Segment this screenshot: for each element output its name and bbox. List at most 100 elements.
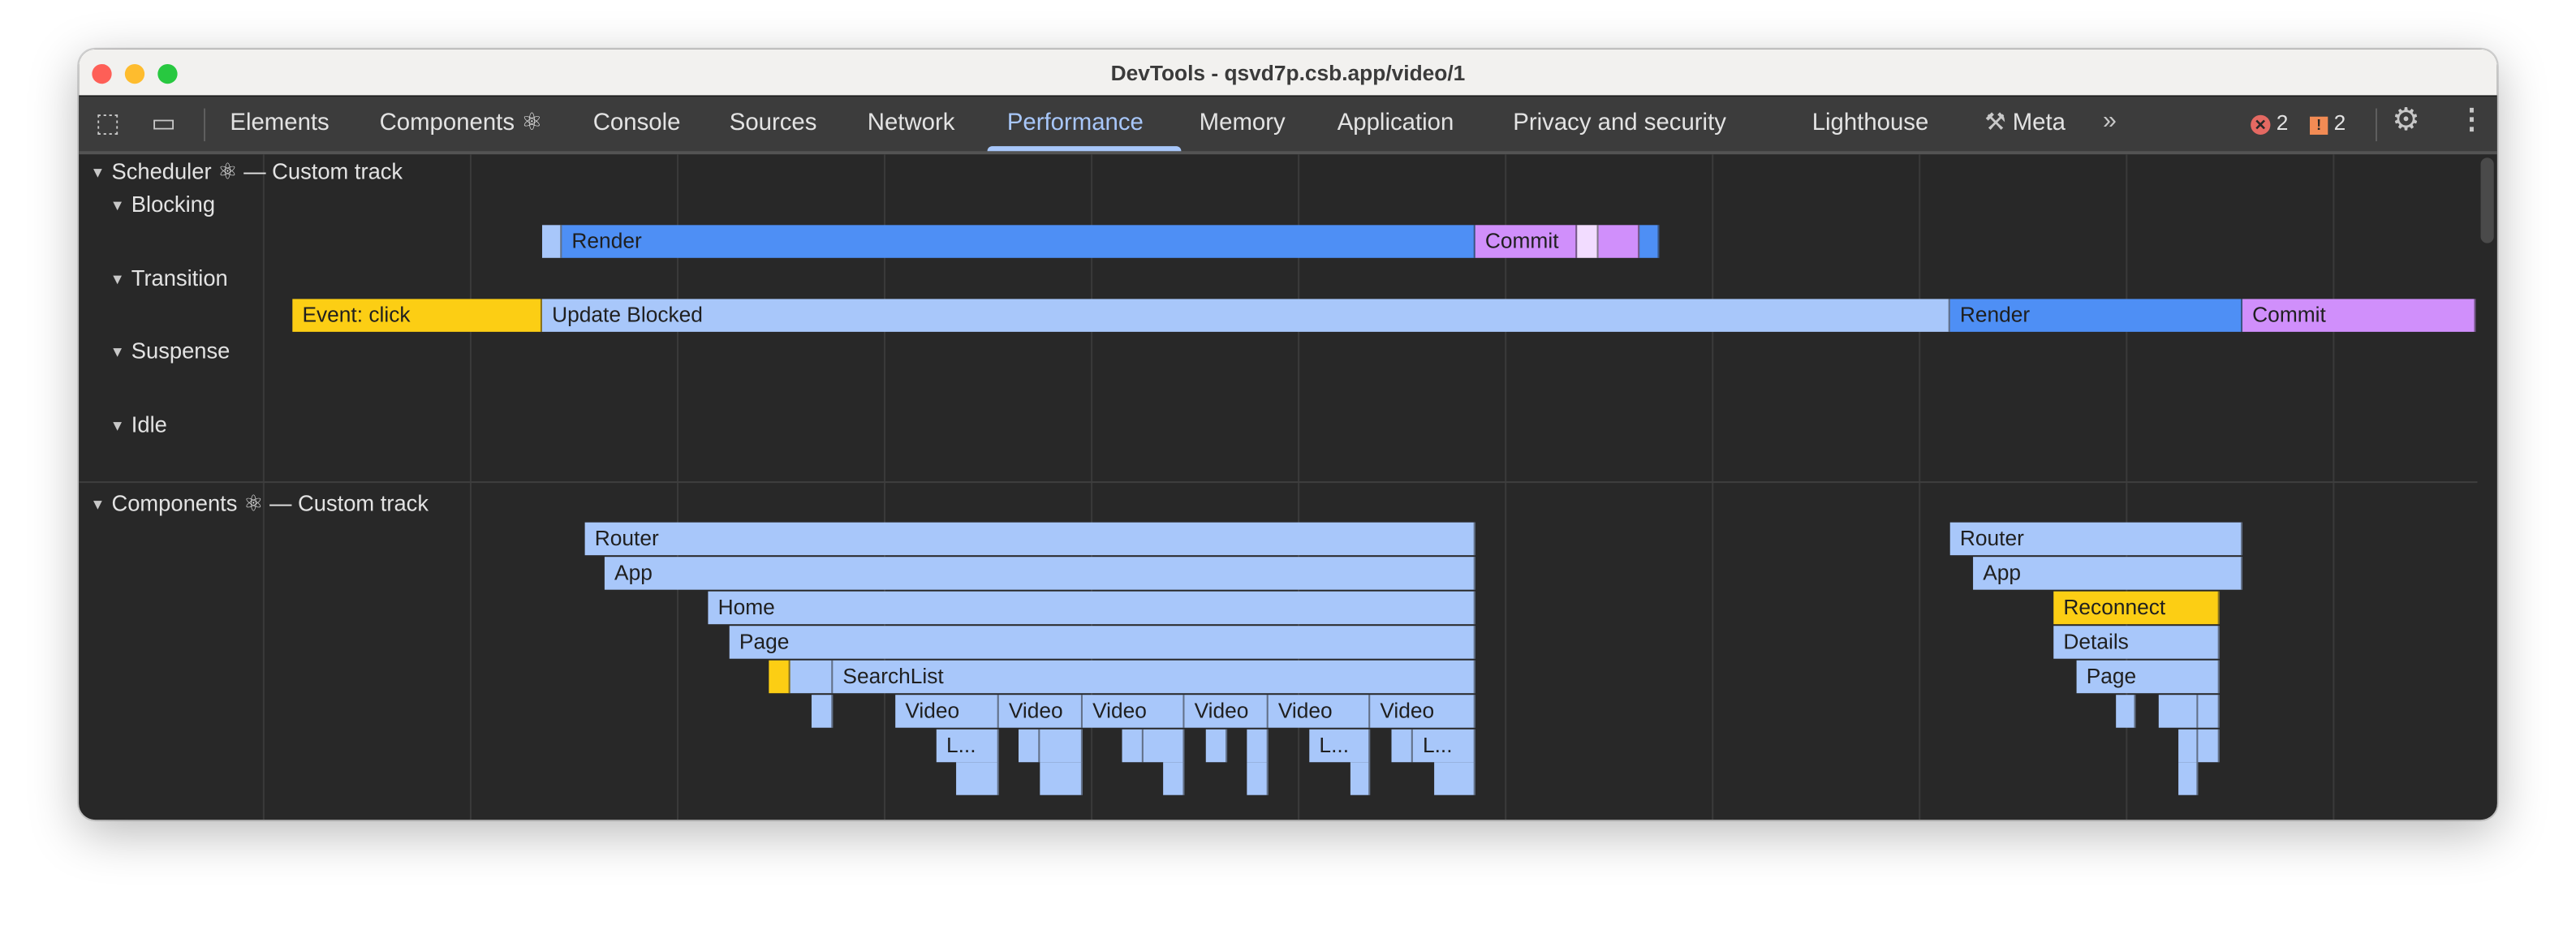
tab-network[interactable]: Network — [868, 110, 955, 136]
component-page-bar[interactable]: Page — [729, 626, 1475, 659]
component-unlabeled-bar[interactable] — [1205, 729, 1228, 763]
tab-lighthouse[interactable]: Lighthouse — [1812, 110, 1929, 136]
component-ellipsis-bar[interactable]: L... — [936, 729, 999, 763]
component-unlabeled-bar[interactable] — [1247, 729, 1269, 763]
component-unlabeled-bar[interactable] — [956, 762, 999, 795]
component-searchlist-bar[interactable]: SearchList — [833, 660, 1475, 694]
tab-label: Network — [867, 110, 955, 137]
components-track-header[interactable]: ▼ Components ⚛ — Custom track — [90, 491, 429, 517]
warning-count-label: 2 — [2333, 110, 2346, 135]
component-unlabeled-bar[interactable] — [1040, 729, 1083, 763]
component-unlabeled-bar[interactable] — [769, 660, 790, 694]
lane-transition[interactable]: ▼ Transition — [110, 266, 228, 291]
component-video-bar[interactable]: Video — [895, 695, 999, 728]
collapse-triangle-icon: ▼ — [110, 343, 125, 360]
tab-performance[interactable]: Performance — [1007, 110, 1144, 136]
collapse-triangle-icon: ▼ — [110, 196, 125, 214]
tab-label: Performance — [1006, 110, 1144, 137]
component-ellipsis-bar[interactable]: L... — [1412, 729, 1475, 763]
component-unlabeled-bar[interactable] — [2158, 695, 2199, 728]
component-unlabeled-bar[interactable] — [2198, 729, 2220, 763]
lane-blocking[interactable]: ▼ Blocking — [110, 192, 215, 217]
component-unlabeled-bar[interactable] — [2116, 695, 2136, 728]
scheduler-unlabeled-bar[interactable] — [1577, 225, 1599, 258]
component-ellipsis-bar[interactable]: L... — [1309, 729, 1371, 763]
component-unlabeled-bar[interactable] — [1040, 762, 1083, 795]
component-video-bar[interactable]: Video — [1184, 695, 1269, 728]
title-bar: DevTools - qsvd7p.csb.app/video/1 — [79, 49, 2497, 97]
component-unlabeled-bar[interactable] — [1350, 762, 1371, 795]
inspect-element-icon[interactable]: ⬚ — [95, 110, 121, 139]
component-video-bar[interactable]: Video — [1082, 695, 1185, 728]
component-router-bar[interactable]: Router — [584, 522, 1475, 556]
tab-label: Components ⚛ — [379, 110, 543, 137]
component-app-bar[interactable]: App — [1973, 557, 2243, 590]
component-unlabeled-bar[interactable] — [2178, 762, 2199, 795]
warning-count[interactable]: ! 2 — [2310, 110, 2346, 135]
tab-meta[interactable]: ⚒ Meta — [1984, 110, 2066, 136]
scheduler-event-click-bar[interactable]: Event: click — [292, 299, 542, 332]
lane-label: Blocking — [131, 192, 216, 217]
scheduler-commit-bar[interactable]: Commit — [2242, 299, 2476, 332]
component-reconnect-bar[interactable]: Reconnect — [2053, 591, 2220, 625]
tab-label: Meta — [2012, 110, 2066, 137]
grid-line — [469, 154, 472, 820]
grid-line — [1712, 154, 1714, 820]
scheduler-commit-bar[interactable]: Commit — [1475, 225, 1578, 258]
component-details-bar[interactable]: Details — [2053, 626, 2220, 659]
component-app-bar[interactable]: App — [604, 557, 1475, 590]
tab-label: Elements — [230, 110, 330, 137]
grid-line — [1505, 154, 1507, 820]
tab-bar: ⬚ ▭ Elements Components ⚛ Console Sources Ne… — [79, 97, 2497, 155]
tab-console[interactable]: Console — [593, 110, 681, 136]
component-router-bar[interactable]: Router — [1949, 522, 2243, 556]
more-options-icon[interactable]: ⋮ — [2458, 103, 2486, 135]
lane-suspense[interactable]: ▼ Suspense — [110, 338, 230, 363]
component-unlabeled-bar[interactable] — [790, 660, 834, 694]
scheduler-render-bar[interactable]: Render — [1949, 299, 2243, 332]
grid-line — [2126, 154, 2128, 820]
track-divider — [79, 481, 2478, 484]
scheduler-track-header[interactable]: ▼ Scheduler ⚛ — Custom track — [90, 159, 403, 185]
component-unlabeled-bar[interactable] — [1122, 729, 1144, 763]
tab-memory[interactable]: Memory — [1200, 110, 1286, 136]
component-unlabeled-bar[interactable] — [2198, 695, 2220, 728]
scheduler-update-blocked-bar[interactable]: Update Blocked — [541, 299, 1950, 332]
close-button[interactable] — [92, 63, 112, 84]
tab-application[interactable]: Application — [1338, 110, 1454, 136]
settings-gear-icon[interactable]: ⚙ — [2392, 103, 2420, 139]
collapse-triangle-icon: ▼ — [90, 496, 106, 513]
scheduler-unlabeled-bar[interactable] — [1639, 225, 1660, 258]
divider — [204, 108, 206, 142]
vertical-scrollbar[interactable] — [2480, 157, 2494, 243]
component-unlabeled-bar[interactable] — [1143, 729, 1185, 763]
device-toolbar-icon[interactable]: ▭ — [151, 110, 176, 139]
component-video-bar[interactable]: Video — [1370, 695, 1475, 728]
zoom-button[interactable] — [157, 63, 178, 84]
component-unlabeled-bar[interactable] — [1434, 762, 1475, 795]
component-unlabeled-bar[interactable] — [1391, 729, 1413, 763]
component-unlabeled-bar[interactable] — [1247, 762, 1269, 795]
lane-idle[interactable]: ▼ Idle — [110, 412, 167, 437]
scheduler-render-bar[interactable]: Render — [562, 225, 1475, 258]
tab-sources[interactable]: Sources — [730, 110, 817, 136]
grid-line — [1298, 154, 1300, 820]
more-tabs-icon[interactable]: » — [2102, 106, 2117, 135]
error-count[interactable]: ✕ 2 — [2251, 110, 2288, 135]
component-unlabeled-bar[interactable] — [2178, 729, 2199, 763]
component-unlabeled-bar[interactable] — [1019, 729, 1040, 763]
component-home-bar[interactable]: Home — [708, 591, 1475, 625]
lane-label: Suspense — [131, 338, 230, 364]
scheduler-unlabeled-bar[interactable] — [1598, 225, 1640, 258]
component-page-bar[interactable]: Page — [2076, 660, 2220, 694]
tab-privacy-and-security[interactable]: Privacy and security — [1513, 110, 1726, 136]
component-video-bar[interactable]: Video — [1268, 695, 1371, 728]
component-unlabeled-bar[interactable] — [811, 695, 834, 728]
window-title: DevTools - qsvd7p.csb.app/video/1 — [1110, 60, 1466, 86]
scheduler-unlabeled-bar[interactable] — [541, 225, 562, 258]
component-unlabeled-bar[interactable] — [1163, 762, 1185, 795]
component-video-bar[interactable]: Video — [998, 695, 1083, 728]
minimize-button[interactable] — [124, 63, 145, 84]
tab-components[interactable]: Components ⚛ — [380, 110, 543, 136]
tab-elements[interactable]: Elements — [230, 110, 329, 136]
